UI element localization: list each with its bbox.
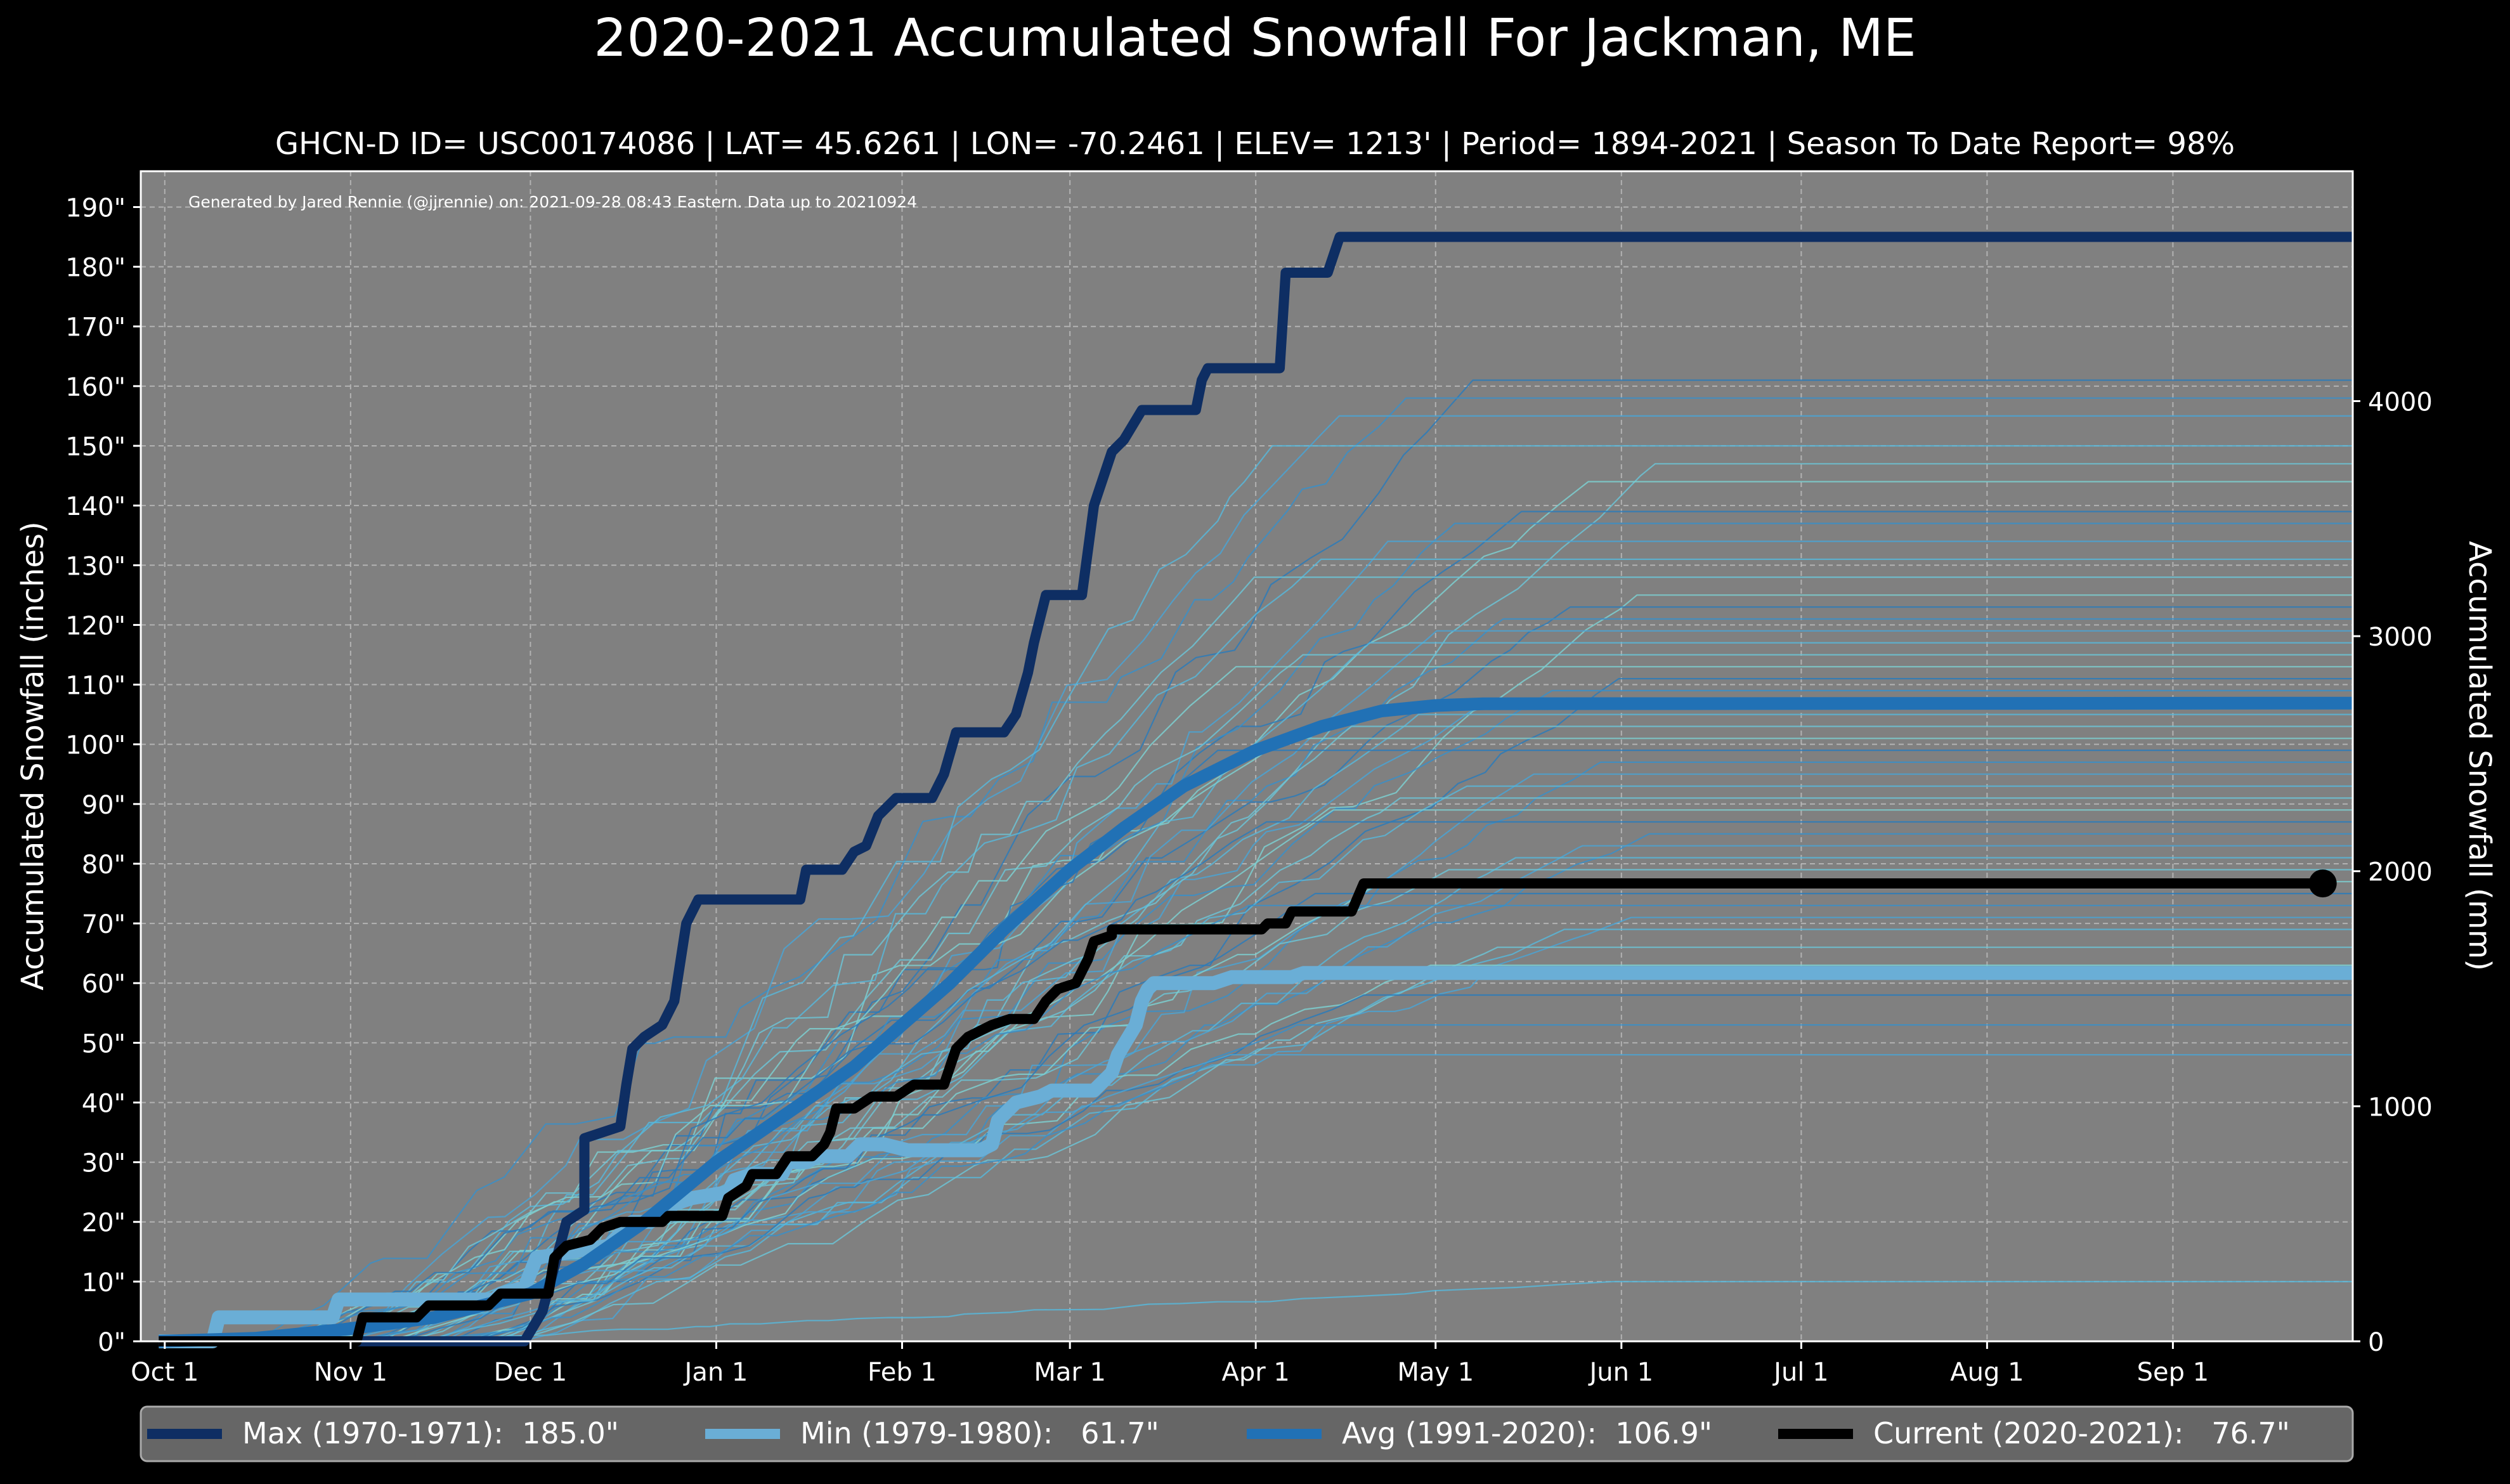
historical-season-line (159, 1024, 2353, 1343)
x-tick-label: Jul 1 (1772, 1358, 1828, 1387)
historical-season-line (159, 397, 2353, 1343)
legend-label-avg: Avg (1991-2020): 106.9" (1342, 1416, 1712, 1450)
x-tick-label: Jun 1 (1587, 1358, 1653, 1387)
x-axis: Oct 1 Nov 1 Dec 1 Jan 1 Feb 1 Mar 1 Apr 1 May 1… (131, 1341, 2209, 1387)
x-tick-label: Jan 1 (683, 1358, 748, 1387)
x-tick-label: Aug 1 (1950, 1358, 2024, 1387)
x-tick-label: May 1 (1397, 1358, 1474, 1387)
y-tick-label: 50" (82, 1029, 126, 1058)
current-series-line (159, 878, 2323, 1346)
y-axis-left: 0" 10" 20" 30" 40" 50" 60" 70" 80" 90" 100" 110" 120… (65, 193, 141, 1357)
historical-season-line (159, 666, 2353, 1343)
y-tick-label: 120" (65, 611, 126, 641)
y2-tick-label: 1000 (2368, 1093, 2433, 1122)
y-tick-label: 10" (82, 1268, 126, 1298)
historical-season-line (159, 654, 2353, 1343)
historical-season-line (159, 928, 2353, 1343)
historical-season-line (159, 701, 2353, 1343)
x-tick-label: Mar 1 (1034, 1358, 1106, 1387)
y-tick-label: 70" (82, 910, 126, 939)
historical-season-line (159, 558, 2353, 1343)
historical-season-line (159, 415, 2353, 1343)
legend-label-current: Current (2020-2021): 76.7" (1873, 1416, 2290, 1450)
y-tick-label: 180" (65, 254, 126, 283)
y-tick-label: 190" (65, 193, 126, 223)
historical-season-line (159, 821, 2353, 1343)
x-tick-label: Apr 1 (1221, 1358, 1289, 1387)
x-tick-label: Sep 1 (2137, 1358, 2209, 1387)
legend-label-min: Min (1979-1980): 61.7" (800, 1416, 1159, 1450)
chart-subtitle: GHCN-D ID= USC00174086 | LAT= 45.6261 | … (275, 126, 2235, 162)
y-tick-label: 40" (82, 1089, 126, 1118)
min-series-line (159, 966, 2353, 1348)
y-tick-label: 130" (65, 552, 126, 581)
y-tick-label: 140" (65, 492, 126, 521)
y-tick-label: 170" (65, 313, 126, 342)
y-tick-label: 30" (82, 1149, 126, 1178)
current-endpoint-marker (2308, 869, 2337, 898)
y-tick-label: 110" (65, 672, 126, 701)
y-tick-label: 160" (65, 373, 126, 402)
x-tick-label: Oct 1 (131, 1358, 198, 1387)
y-axis-right: 0 1000 2000 3000 4000 (2353, 387, 2433, 1357)
legend: Max (1970-1971): 185.0" Min (1979-1980): … (140, 1405, 2354, 1462)
legend-label-max: Max (1970-1971): 185.0" (242, 1416, 619, 1450)
historical-season-line (159, 869, 2353, 1343)
historical-season-line (159, 809, 2353, 1343)
generated-by-annotation: Generated by Jared Rennie (@jjrennie) on… (188, 193, 917, 211)
y2-axis-label: Accumulated Snowfall (mm) (2462, 541, 2497, 971)
historical-season-line (159, 576, 2353, 1343)
x-tick-label: Dec 1 (494, 1358, 568, 1387)
historical-season-line (159, 881, 2353, 1343)
y-tick-label: 90" (82, 791, 126, 820)
historical-season-line (159, 994, 2353, 1343)
plot-frame (140, 170, 2354, 1343)
x-tick-label: Feb 1 (868, 1358, 937, 1387)
y-tick-label: 80" (82, 850, 126, 880)
y-tick-label: 0" (98, 1328, 126, 1357)
max-series-line (159, 231, 2353, 1346)
y-axis-label: Accumulated Snowfall (inches) (15, 521, 51, 991)
historical-season-line (159, 857, 2353, 1343)
x-tick-label: Nov 1 (314, 1358, 387, 1387)
y-tick-label: 20" (82, 1209, 126, 1238)
y2-tick-label: 0 (2368, 1328, 2384, 1357)
y-tick-label: 100" (65, 731, 126, 760)
highlighted-series-lines (159, 231, 2353, 1348)
y2-tick-label: 2000 (2368, 858, 2433, 887)
historical-season-line (159, 445, 2353, 1343)
y-tick-label: 60" (82, 970, 126, 999)
chart-title: 2020-2021 Accumulated Snowfall For Jackm… (594, 8, 1916, 68)
historical-season-line (159, 946, 2353, 1343)
y2-tick-label: 3000 (2368, 623, 2433, 652)
y-tick-label: 150" (65, 433, 126, 462)
y2-tick-label: 4000 (2368, 387, 2433, 417)
historical-season-line (159, 379, 2353, 1343)
